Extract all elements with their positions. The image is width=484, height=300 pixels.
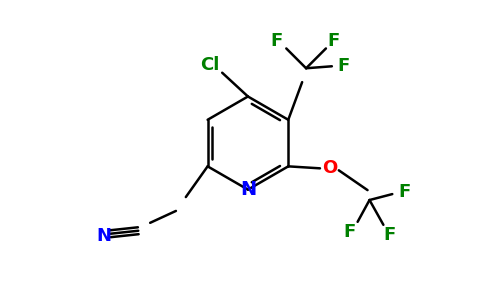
Text: F: F (344, 223, 356, 241)
Text: F: F (398, 183, 410, 201)
Text: F: F (328, 32, 340, 50)
Text: N: N (96, 227, 111, 245)
Text: Cl: Cl (200, 56, 220, 74)
Text: O: O (322, 159, 337, 177)
Text: N: N (240, 180, 256, 199)
Text: F: F (383, 226, 395, 244)
Text: F: F (338, 57, 350, 75)
Text: F: F (270, 32, 283, 50)
